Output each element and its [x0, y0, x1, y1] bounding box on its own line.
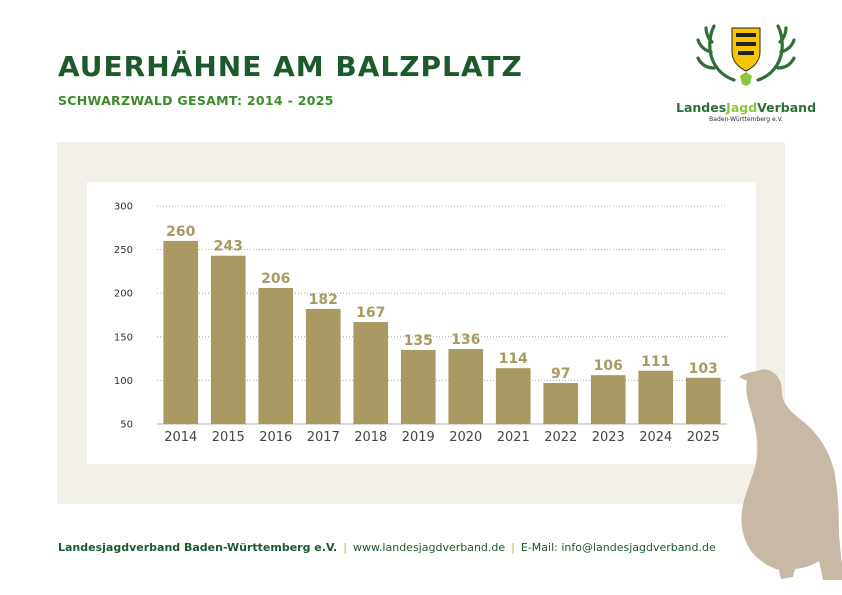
- logo-name: LandesJagdVerband: [676, 100, 817, 115]
- data-label: 135: [404, 333, 433, 349]
- x-tick-label: 2025: [687, 430, 720, 445]
- x-tick-label: 2016: [259, 430, 292, 445]
- page-title: AUERHÄHNE AM BALZPLATZ: [58, 50, 523, 83]
- capercaillie-silhouette: [739, 369, 842, 580]
- x-tick-label: 2019: [402, 430, 435, 445]
- x-tick-label: 2021: [497, 430, 530, 445]
- bar: [685, 377, 721, 424]
- x-tick-label: 2014: [164, 430, 197, 445]
- data-label: 97: [551, 366, 570, 382]
- bar: [400, 349, 436, 424]
- x-tick-label: 2022: [544, 430, 577, 445]
- x-tick-label: 2024: [639, 430, 672, 445]
- bar: [590, 375, 626, 424]
- data-label: 182: [309, 292, 338, 308]
- data-label: 243: [214, 239, 243, 255]
- page-subtitle: SCHWARZWALD GESAMT: 2014 - 2025: [58, 93, 334, 108]
- x-tick-label: 2020: [449, 430, 482, 445]
- bar: [448, 349, 484, 424]
- x-tick-label: 2017: [307, 430, 340, 445]
- footer-separator: |: [343, 541, 347, 554]
- data-label: 206: [261, 271, 290, 287]
- bar: [638, 370, 674, 424]
- bar: [305, 308, 341, 424]
- data-label: 260: [166, 224, 195, 240]
- footer: Landesjagdverband Baden-Württemberg e.V.…: [58, 541, 716, 554]
- data-label: 114: [499, 351, 528, 367]
- y-tick-label: 100: [114, 376, 133, 387]
- bar: [210, 255, 246, 424]
- x-tick-label: 2023: [592, 430, 625, 445]
- logo-subline: Baden-Württemberg e.V.: [709, 116, 783, 123]
- x-tick-label: 2018: [354, 430, 387, 445]
- footer-org: Landesjagdverband Baden-Württemberg e.V.: [58, 541, 338, 554]
- y-tick-label: 300: [114, 202, 133, 213]
- x-tick-label: 2015: [212, 430, 245, 445]
- data-label: 167: [356, 305, 385, 321]
- bar: [258, 287, 294, 424]
- bar: [495, 368, 531, 424]
- antler-shield-icon: [696, 24, 796, 86]
- bar: [163, 240, 199, 424]
- y-tick-label: 250: [114, 245, 133, 256]
- data-label: 103: [689, 361, 718, 377]
- y-tick-label: 50: [120, 420, 133, 431]
- data-label: 111: [641, 354, 670, 370]
- data-label: 106: [594, 358, 623, 374]
- bar-chart: 50 100 150 200 250 300 260 2014 243 2015 206 2016 18…: [114, 202, 727, 445]
- data-label: 136: [451, 332, 480, 348]
- chart-card: 50 100 150 200 250 300 260 2014 243 2015 206 2016 18…: [87, 182, 756, 464]
- bar: [543, 383, 579, 424]
- y-tick-label: 200: [114, 289, 133, 300]
- bar: [353, 321, 389, 424]
- footer-website-link[interactable]: www.landesjagdverband.de: [352, 541, 506, 554]
- footer-email-link[interactable]: E-Mail: info@landesjagdverband.de: [520, 541, 716, 554]
- footer-separator: |: [511, 541, 515, 554]
- ljv-logo: LandesJagdVerband Baden-Württemberg e.V.: [676, 18, 816, 130]
- y-tick-label: 150: [114, 332, 133, 343]
